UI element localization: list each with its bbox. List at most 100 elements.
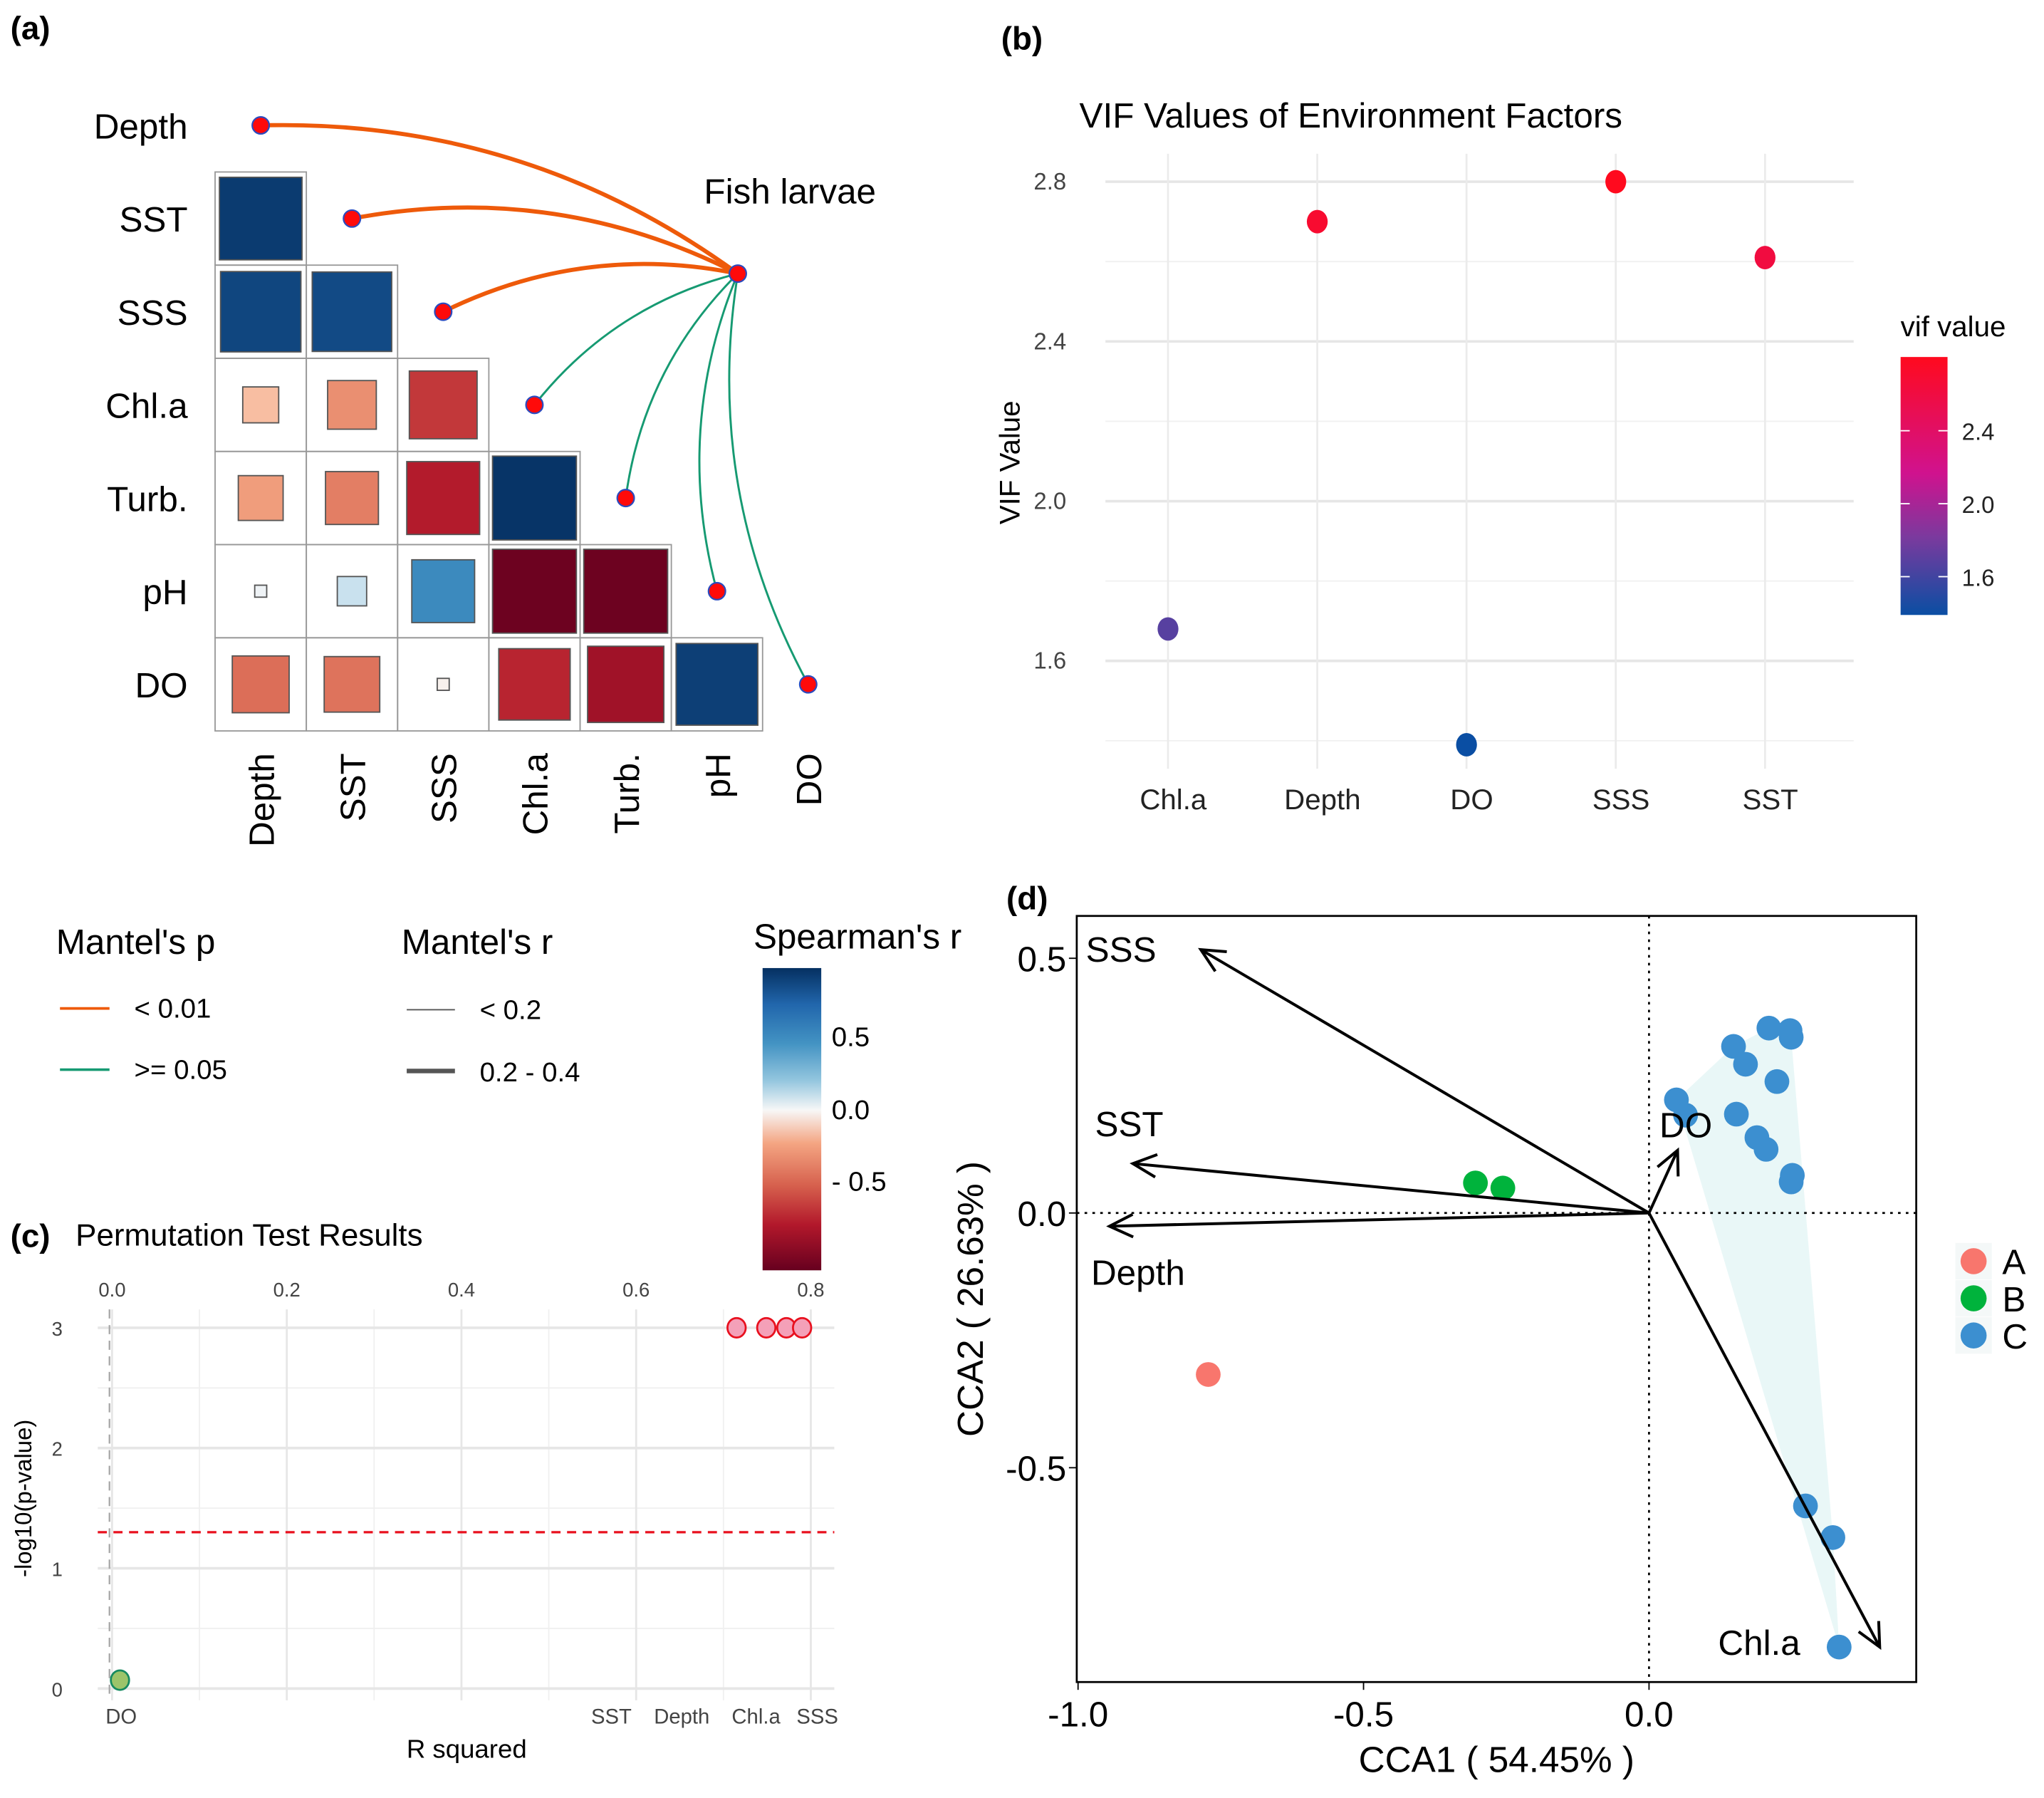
permutation-point <box>792 1316 813 1339</box>
permutation-y-axis-label: -log10(p-value) <box>10 1420 36 1577</box>
x-tick-label: 0.0 <box>1625 1695 1674 1734</box>
env-node <box>616 489 635 508</box>
x-tick-label: 0.4 <box>448 1279 475 1301</box>
arrow-label: Chl.a <box>1718 1623 1800 1663</box>
env-node <box>525 395 544 415</box>
x-tick-label: -1.0 <box>1048 1695 1108 1734</box>
panel-a-legend: Mantel's p < 0.01 >= 0.05 Mantel's r < 0… <box>56 918 961 1271</box>
matrix-cell <box>670 637 763 732</box>
site-point-c <box>1778 1169 1804 1195</box>
vif-legend-title: vif value <box>1901 311 2006 343</box>
correlation-mantel-panel: Fish larvae Depth Depth SST SST SSS SSS Chl.a C… <box>94 107 876 847</box>
spearman-tick-label: 0.5 <box>832 1022 870 1053</box>
correlation-square <box>254 584 268 598</box>
panel-label-a: (a) <box>11 10 51 46</box>
cca-x-axis-label: CCA1 ( 54.45% ) <box>1359 1739 1634 1779</box>
vif-chart: VIF Values of Environment Factors VIF Va… <box>994 96 2006 816</box>
site-point-c <box>1778 1024 1804 1050</box>
mantel-r-legend-label-1: < 0.2 <box>480 994 542 1025</box>
permutation-point <box>110 1669 130 1691</box>
site-point-c <box>1826 1634 1852 1660</box>
y-tick-label: 2.8 <box>1033 168 1066 194</box>
point-name-label: Depth <box>654 1706 709 1729</box>
panel-label-c: (c) <box>11 1217 51 1254</box>
column-label: DO <box>790 753 829 806</box>
y-tick-label: 2.4 <box>1033 328 1066 354</box>
site-point-c <box>1724 1101 1749 1127</box>
mantel-link <box>625 273 739 499</box>
legend-label: B <box>2002 1280 2025 1319</box>
x-tick-label: Chl.a <box>1140 784 1207 816</box>
correlation-square <box>327 380 377 430</box>
correlation-square <box>241 386 280 424</box>
correlation-square <box>311 271 392 353</box>
correlation-square <box>237 474 284 521</box>
site-point-c <box>1756 1015 1782 1041</box>
row-label: DO <box>135 666 187 705</box>
permutation-point <box>726 1316 747 1339</box>
x-tick-label: 0.0 <box>98 1279 125 1301</box>
x-tick-label: -0.5 <box>1333 1695 1394 1734</box>
y-tick-label: 2.0 <box>1033 488 1066 514</box>
mantel-p-legend-title: Mantel's p <box>56 923 216 962</box>
x-tick-label: SST <box>1742 784 1798 816</box>
env-arrow <box>1647 1212 1882 1648</box>
arrow-label: SST <box>1095 1105 1164 1144</box>
permutation-chart: Permutation Test Results R squared -log1… <box>10 1218 838 1764</box>
mantel-p-legend-label-2: >= 0.05 <box>135 1054 227 1085</box>
arrow-head <box>1198 947 1227 972</box>
site-point-a <box>1196 1362 1221 1387</box>
y-tick-label: 0.5 <box>1018 940 1067 979</box>
legend-tick-label: 1.6 <box>1962 564 1995 591</box>
site-point-c <box>1721 1034 1746 1059</box>
row-label: SST <box>119 200 187 239</box>
x-tick-label: 0.6 <box>622 1279 650 1301</box>
site-point-b <box>1490 1175 1516 1201</box>
correlation-square <box>587 645 665 724</box>
y-tick-label: 3 <box>52 1318 63 1340</box>
env-arrow <box>1109 1211 1649 1228</box>
site-point-b <box>1463 1170 1488 1195</box>
arrow-head <box>1106 1212 1134 1239</box>
y-tick-label: -0.5 <box>1006 1450 1066 1489</box>
row-label: Turb. <box>107 479 187 519</box>
correlation-square <box>436 677 450 691</box>
cca-y-axis-label: CCA2 ( 26.63% ) <box>950 1161 991 1437</box>
target-node <box>728 264 747 284</box>
env-arrow <box>1647 1149 1679 1214</box>
legend-key-c <box>1960 1322 1987 1348</box>
correlation-square <box>219 271 302 353</box>
env-node <box>251 116 271 135</box>
column-label: Chl.a <box>516 753 556 836</box>
point-name-label: SST <box>591 1706 632 1729</box>
correlation-square <box>498 648 571 721</box>
vif-point <box>1605 170 1627 194</box>
correlation-square <box>491 549 578 634</box>
mantel-link <box>728 273 810 685</box>
column-label: pH <box>699 753 738 798</box>
row-label: Chl.a <box>105 387 188 426</box>
spearman-colorbar <box>762 967 822 1271</box>
correlation-square <box>408 370 478 440</box>
x-tick-label: 0.2 <box>273 1279 301 1301</box>
point-name-label: SSS <box>796 1706 838 1729</box>
legend-label: A <box>2002 1243 2025 1282</box>
vif-point <box>1456 733 1477 757</box>
correlation-square <box>491 455 578 541</box>
permutation-chart-title: Permutation Test Results <box>75 1218 422 1253</box>
legend-tick-label: 2.0 <box>1962 492 1995 518</box>
plot-frame <box>1075 915 1917 1683</box>
mantel-link <box>260 123 739 276</box>
site-point-c <box>1733 1051 1758 1077</box>
column-label: Turb. <box>608 753 647 833</box>
point-name-label: DO <box>105 1706 137 1729</box>
arrow-head <box>1857 1621 1882 1651</box>
row-label: pH <box>142 573 187 612</box>
column-label: SSS <box>425 753 464 823</box>
x-tick-label: SSS <box>1592 784 1650 816</box>
correlation-square <box>323 655 381 713</box>
correlation-square <box>336 576 367 607</box>
spearman-tick-label: 0.0 <box>832 1095 870 1126</box>
target-label: Fish larvae <box>704 172 876 211</box>
